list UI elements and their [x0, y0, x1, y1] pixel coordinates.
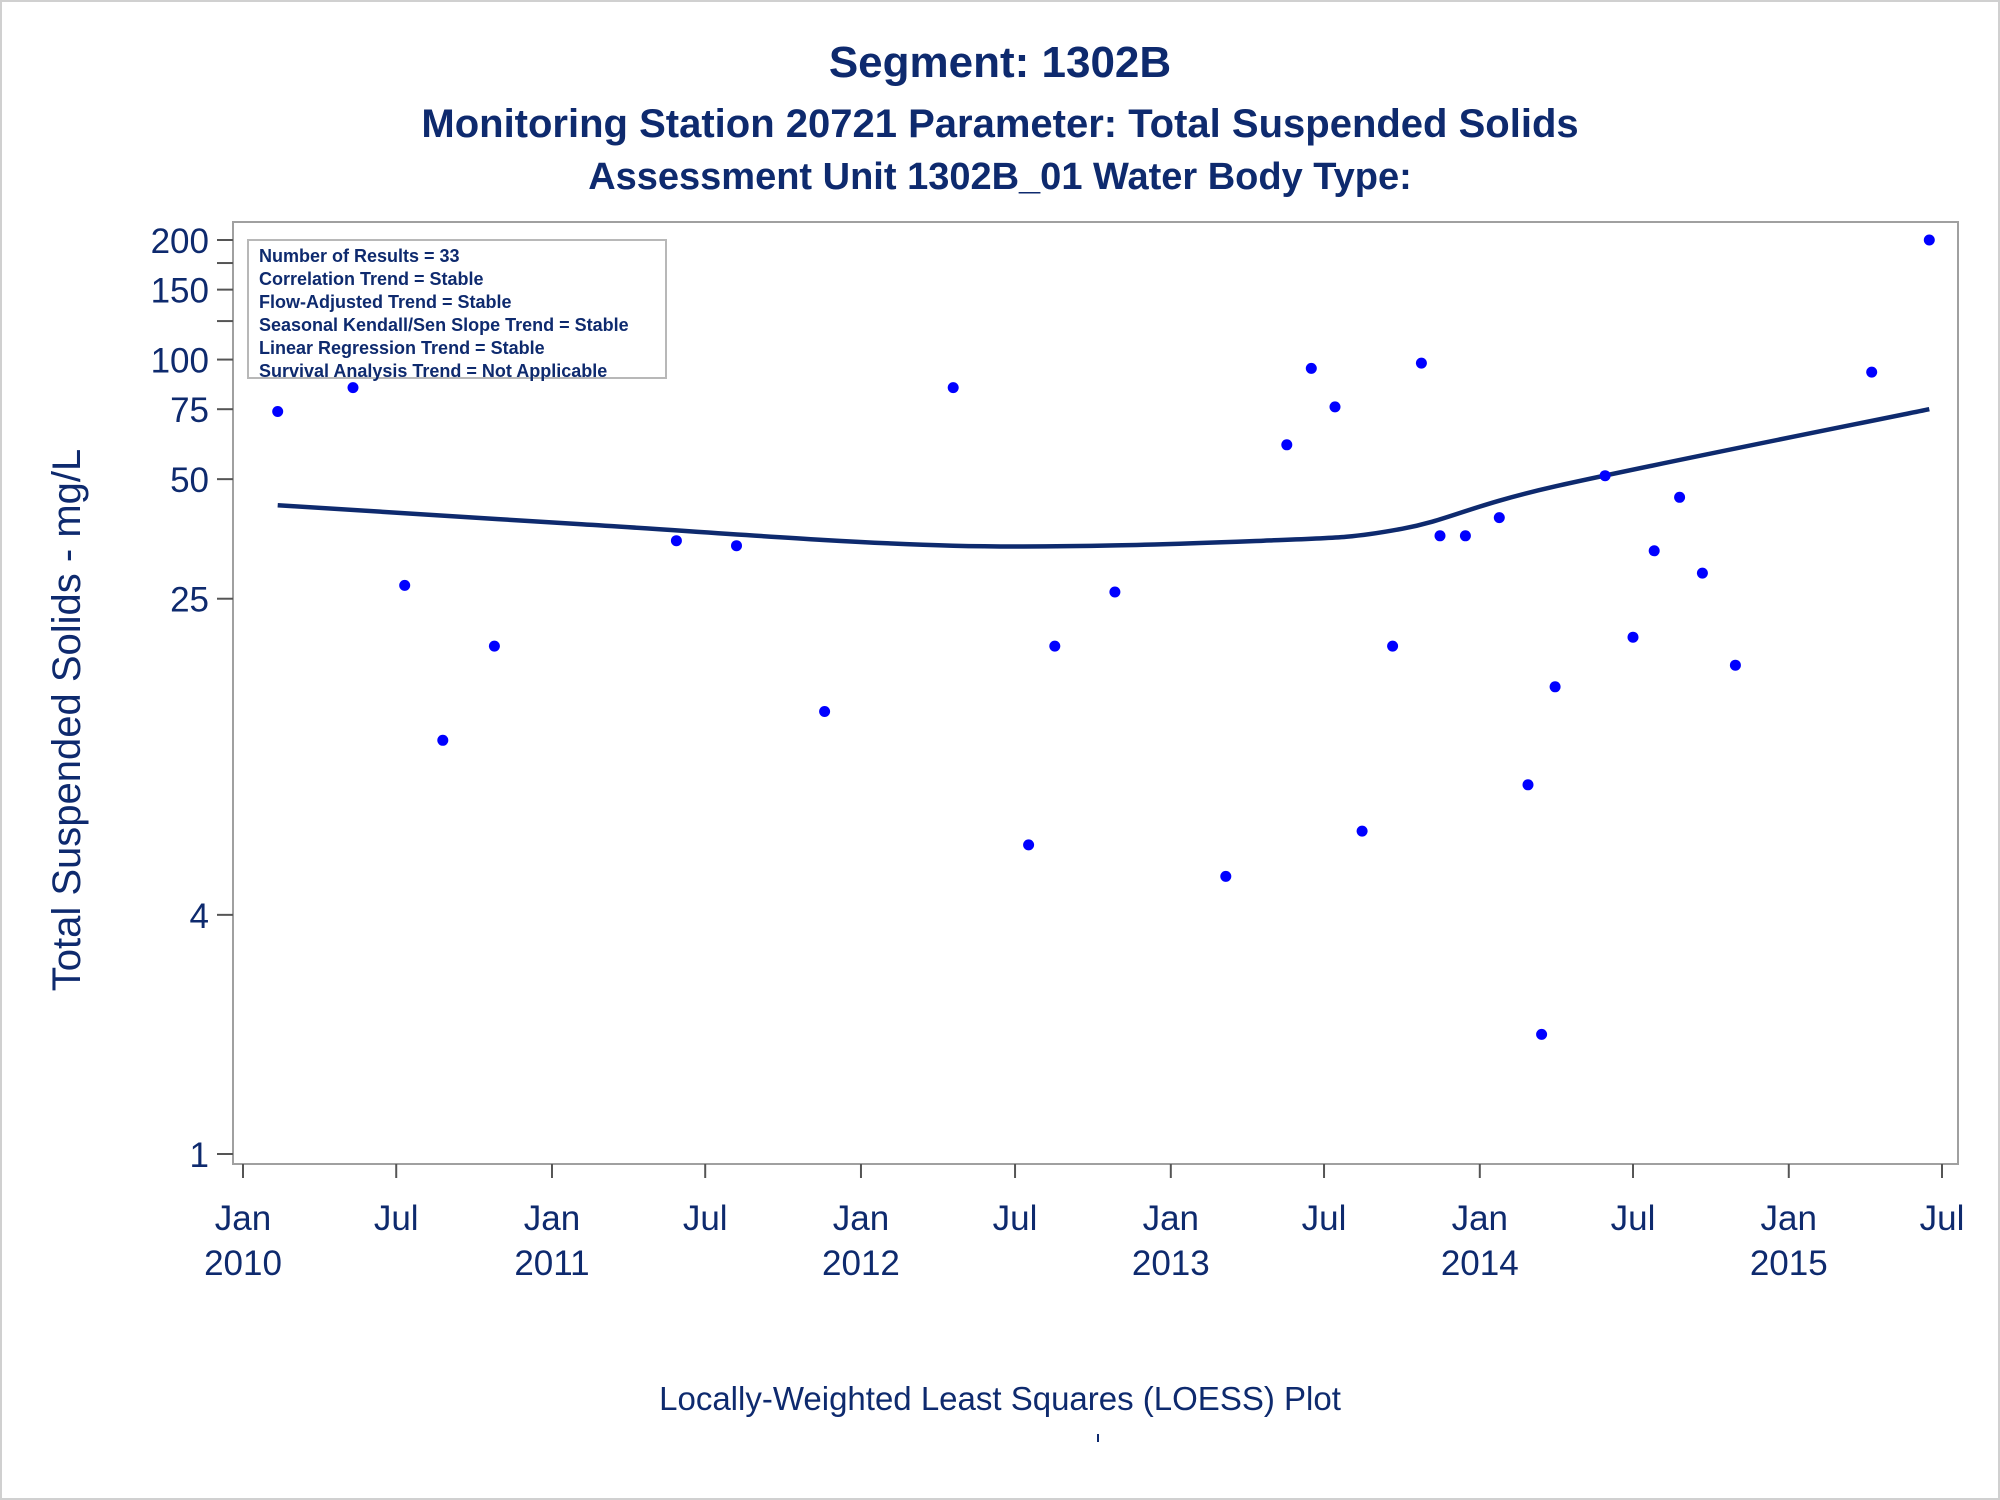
data-point — [1696, 567, 1708, 579]
chart-title-segment: Segment: 1302B — [828, 38, 1172, 87]
stats-flow-adjusted-trend: Flow-Adjusted Trend = Stable — [259, 292, 512, 312]
footnote-loess: Locally-Weighted Least Squares (LOESS) P… — [659, 1380, 1341, 1417]
data-point — [670, 535, 682, 547]
data-point — [1493, 512, 1505, 524]
x-tick-label-month: Jul — [993, 1199, 1038, 1238]
y-tick-label: 1 — [190, 1136, 209, 1175]
data-point — [1049, 640, 1061, 652]
y-tick-label: 4 — [190, 897, 209, 936]
data-point — [272, 406, 284, 417]
data-point — [1220, 870, 1232, 882]
data-point — [1281, 439, 1293, 451]
data-point — [1023, 839, 1035, 851]
data-point — [1329, 401, 1341, 413]
data-point — [1305, 362, 1317, 374]
data-point — [347, 382, 359, 394]
chart-title-assessment: Assessment Unit 1302B_01 Water Body Type… — [588, 156, 1412, 198]
data-point — [1522, 779, 1534, 791]
x-tick-label-month: Jan — [1761, 1199, 1817, 1238]
data-point — [1729, 659, 1741, 671]
data-points — [272, 234, 1935, 1040]
data-point — [1648, 545, 1660, 557]
x-tick-label-month: Jul — [1611, 1199, 1656, 1238]
data-point — [1599, 470, 1611, 482]
y-tick-label: 100 — [151, 342, 209, 381]
data-point — [947, 382, 959, 394]
x-tick-label-month: Jul — [683, 1199, 728, 1238]
stats-correlation-trend: Correlation Trend = Stable — [259, 269, 484, 289]
y-tick-label: 75 — [170, 391, 209, 430]
x-tick-label-year: 2010 — [204, 1244, 282, 1283]
data-point — [1434, 530, 1446, 542]
loess-line — [277, 406, 1930, 549]
x-tick-label-month: Jan — [1452, 1199, 1508, 1238]
x-tick-label-month: Jan — [1143, 1199, 1199, 1238]
y-tick-label: 200 — [151, 222, 209, 261]
x-axis: Jan 2010 Jul Jan 2011 Jul Jan 2012 Jul Jan 2013 Jul… — [204, 1164, 1964, 1283]
x-tick-label-month: Jul — [374, 1199, 419, 1238]
stats-survival-analysis-trend: Survival Analysis Trend = Not Applicable — [259, 361, 608, 381]
x-tick-label-month: Jul — [1302, 1199, 1347, 1238]
data-point — [1627, 631, 1639, 643]
x-tick-label-month: Jan — [524, 1199, 580, 1238]
x-tick-label-month: Jan — [215, 1199, 271, 1238]
footnote-mark — [1097, 1434, 1099, 1442]
x-tick-label-year: 2011 — [514, 1244, 589, 1283]
x-tick-label-month: Jul — [1920, 1199, 1965, 1238]
data-point — [1674, 491, 1686, 503]
data-point — [1549, 681, 1561, 693]
data-point — [488, 640, 500, 652]
data-point — [1866, 366, 1878, 378]
y-tick-label: 150 — [151, 272, 209, 311]
y-axis: 1 4 25 50 75 100 150 200 — [151, 222, 233, 1175]
stats-number-of-results: Number of Results = 33 — [259, 246, 460, 266]
y-tick-label: 50 — [170, 461, 209, 500]
data-point — [1536, 1028, 1548, 1040]
stats-seasonal-kendall-trend: Seasonal Kendall/Sen Slope Trend = Stabl… — [259, 315, 629, 335]
data-point — [1459, 530, 1471, 542]
y-axis-label: Total Suspended Solids - mg/L — [45, 449, 89, 992]
stats-linear-regression-trend: Linear Regression Trend = Stable — [259, 338, 545, 358]
data-point — [1415, 357, 1427, 369]
y-tick-label: 25 — [170, 581, 209, 620]
data-point — [819, 706, 831, 717]
x-tick-label-year: 2013 — [1132, 1244, 1210, 1283]
data-point — [1387, 640, 1399, 652]
x-tick-label-month: Jan — [833, 1199, 889, 1238]
data-point — [1356, 825, 1368, 837]
data-point — [731, 540, 742, 552]
plot-area-border — [232, 221, 1959, 1165]
data-point — [1923, 234, 1935, 246]
loess-trend-line — [277, 406, 1930, 549]
data-point — [437, 734, 449, 746]
data-point — [1109, 586, 1121, 598]
x-tick-label-year: 2015 — [1750, 1244, 1828, 1283]
data-point — [399, 579, 411, 591]
chart-title-station: Monitoring Station 20721 Parameter: Tota… — [421, 102, 1579, 146]
trend-stats-box: Number of Results = 33 Correlation Trend… — [247, 239, 667, 381]
x-tick-label-year: 2014 — [1441, 1244, 1519, 1283]
x-tick-label-year: 2012 — [822, 1244, 900, 1283]
